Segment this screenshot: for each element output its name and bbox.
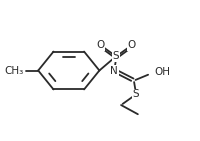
Text: O: O — [96, 40, 104, 50]
Text: N: N — [110, 66, 117, 75]
Text: OH: OH — [153, 67, 169, 77]
Text: CH₃: CH₃ — [4, 66, 23, 75]
Text: O: O — [127, 40, 135, 50]
Text: S: S — [132, 90, 139, 99]
Text: S: S — [112, 51, 119, 61]
